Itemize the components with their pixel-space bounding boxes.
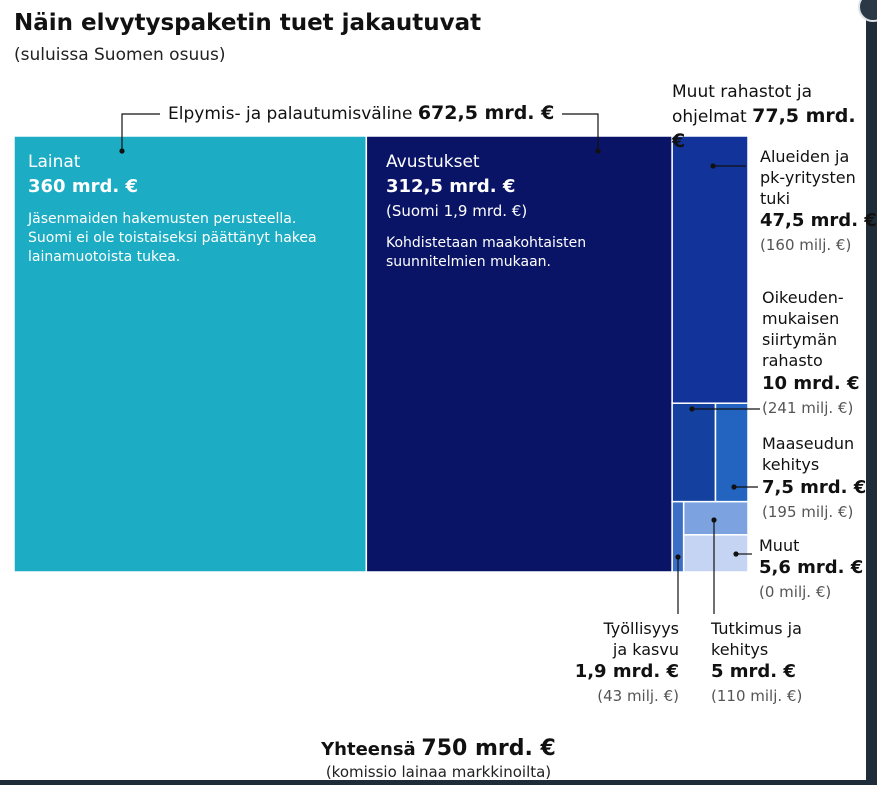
group-label-elpymis: Elpymis- ja palautumisväline 672,5 mrd. … — [168, 102, 555, 124]
oikeudenmukaisen-finland: (241 milj. €) — [762, 399, 854, 417]
bracket-dot-avustukset — [595, 148, 601, 154]
treemap-rect-lainat — [13, 135, 368, 573]
total-label: Yhteensä 750 mrd. € — [321, 736, 556, 761]
lainat-description: Jäsenmaiden hakemusten perusteella. Suom… — [28, 211, 317, 265]
bracket-elpymis-right — [562, 113, 599, 151]
muut-label: Muut — [759, 536, 800, 555]
bracket-dot-lainat — [119, 148, 125, 154]
lainat-value: 360 mrd. € — [28, 176, 138, 197]
tutkimus-value: 5 mrd. € — [711, 661, 796, 682]
tutkimus-label: Tutkimus ja kehitys — [711, 619, 802, 659]
treemap-rect-maaseudun — [714, 402, 749, 503]
tyollisyys-label: Työllisyys ja kasvu — [603, 619, 679, 659]
dot-maaseudun — [731, 484, 737, 490]
maaseudun-value: 7,5 mrd. € — [762, 477, 867, 498]
alueiden-label: Alueiden ja pk-yritysten tuki — [760, 147, 856, 208]
window-frame-bottom — [0, 780, 877, 785]
chart-title: Näin elvytyspaketin tuet jakautuvat — [14, 10, 482, 36]
oikeudenmukaisen-value: 10 mrd. € — [762, 373, 860, 394]
dot-muut — [733, 551, 739, 557]
avustukset-label: Avustukset — [386, 152, 480, 172]
tyollisyys-finland: (43 milj. €) — [597, 687, 679, 705]
tutkimus-finland: (110 milj. €) — [711, 687, 803, 705]
group-label-muut-rahastot: Muut rahastot ja ohjelmat 77,5 mrd. € — [672, 82, 856, 152]
avustukset-value: 312,5 mrd. € — [386, 176, 516, 197]
alueiden-finland: (160 milj. €) — [760, 236, 852, 254]
maaseudun-finland: (195 milj. €) — [762, 503, 854, 521]
lainat-label: Lainat — [28, 152, 81, 172]
treemap-rect-avustukset — [365, 135, 673, 573]
muut-value: 5,6 mrd. € — [759, 557, 864, 578]
dot-tutkimus — [711, 517, 717, 523]
close-icon[interactable] — [858, 0, 877, 22]
dot-tyollisyys — [675, 554, 681, 560]
bracket-elpymis-left — [121, 113, 160, 151]
chart-subtitle: (suluissa Suomen osuus) — [14, 45, 226, 65]
oikeudenmukaisen-label: Oikeuden- mukaisen siirtymän rahasto — [762, 288, 844, 370]
tyollisyys-value: 1,9 mrd. € — [574, 661, 679, 682]
alueiden-value: 47,5 mrd. € — [760, 210, 877, 231]
treemap-rect-oikeudenmukaisen — [671, 402, 717, 503]
muut-finland: (0 milj. €) — [759, 583, 832, 601]
avustukset-finland: (Suomi 1,9 mrd. €) — [386, 202, 528, 220]
avustukset-description: Kohdistetaan maakohtaisten suunnitelmien… — [386, 235, 587, 270]
window-frame-right — [866, 0, 877, 785]
dot-alueiden — [710, 163, 716, 169]
total-note: (komissio lainaa markkinoilta) — [325, 763, 552, 781]
treemap-rect-alueiden — [671, 135, 749, 404]
dot-oikeudenmukaisen — [689, 406, 695, 412]
maaseudun-label: Maaseudun kehitys — [762, 434, 855, 474]
